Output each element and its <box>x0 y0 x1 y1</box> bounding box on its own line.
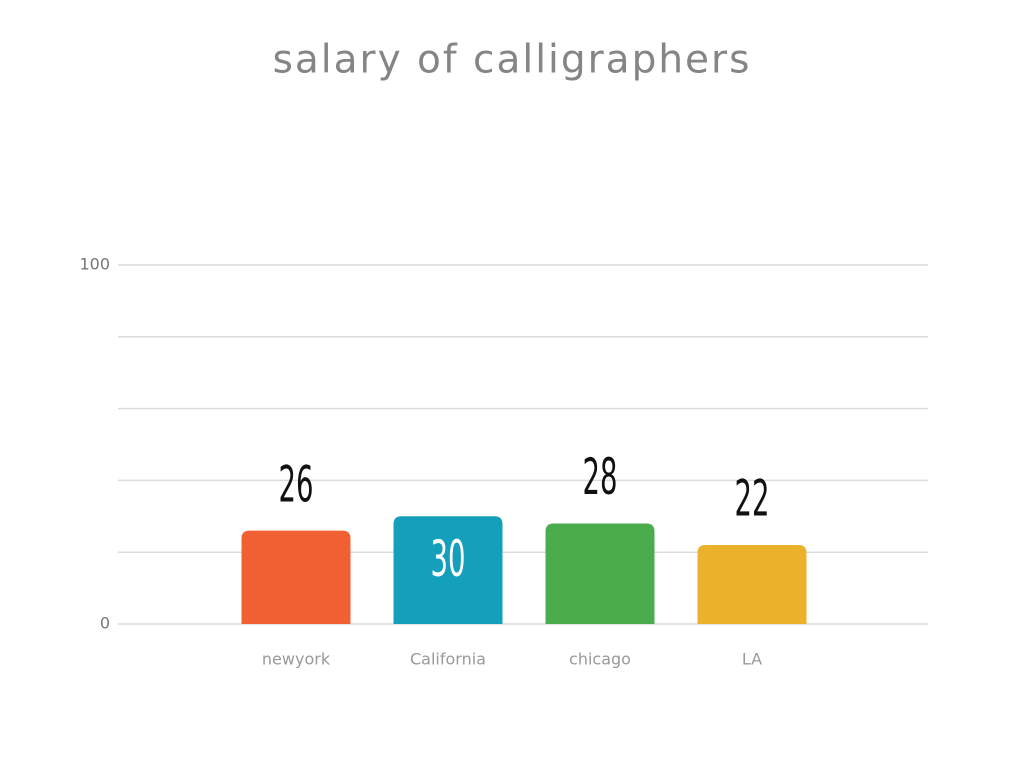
bar <box>393 516 503 624</box>
x-tick-label: chicago <box>569 650 631 669</box>
y-tick-label: 100 <box>79 255 110 274</box>
bar <box>241 530 351 624</box>
y-tick-label: 0 <box>100 614 110 633</box>
bar <box>697 545 807 624</box>
value-label: 28 <box>583 448 618 506</box>
value-label: 26 <box>279 455 314 513</box>
x-tick-label: newyork <box>262 650 331 669</box>
bar <box>545 523 655 624</box>
value-label-group: 28 <box>583 448 618 506</box>
value-label: 30 <box>431 530 466 588</box>
value-label-group: 30 <box>431 530 466 588</box>
x-tick-label: California <box>410 650 486 669</box>
value-label-group: 26 <box>279 455 314 513</box>
value-label-group: 22 <box>735 470 770 528</box>
value-label: 22 <box>735 470 770 528</box>
x-tick-label: LA <box>742 650 762 669</box>
chart-title: salary of calligraphers <box>273 38 752 83</box>
